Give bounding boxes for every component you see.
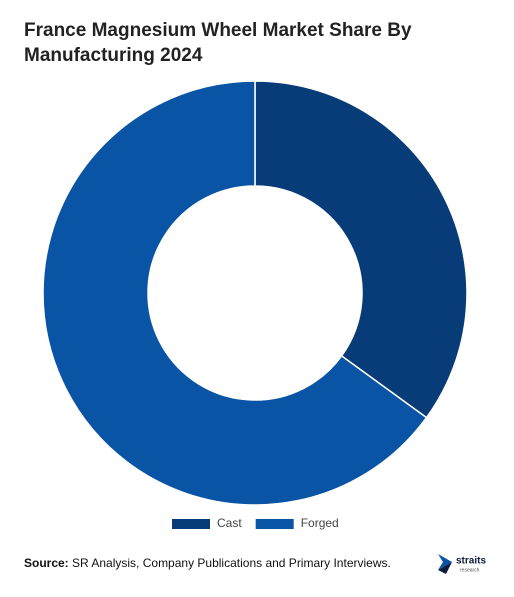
logo-icon bbox=[438, 554, 452, 570]
donut-slice bbox=[42, 80, 428, 506]
legend-label: Forged bbox=[301, 516, 339, 530]
logo-tagline: research bbox=[460, 567, 480, 573]
source-label: Source: bbox=[24, 556, 69, 570]
donut-slice bbox=[254, 80, 468, 419]
legend-swatch bbox=[255, 519, 294, 529]
source: Source: SR Analysis, Company Publication… bbox=[24, 556, 391, 570]
logo: straits research bbox=[438, 554, 486, 574]
chart-title: France Magnesium Wheel Market Share By M… bbox=[24, 20, 412, 66]
legend-label: Cast bbox=[217, 516, 242, 530]
legend-swatch bbox=[172, 519, 210, 529]
source-text: SR Analysis, Company Publications and Pr… bbox=[72, 556, 391, 570]
logo-icon bbox=[438, 562, 452, 574]
logo-name: straits bbox=[456, 556, 486, 567]
